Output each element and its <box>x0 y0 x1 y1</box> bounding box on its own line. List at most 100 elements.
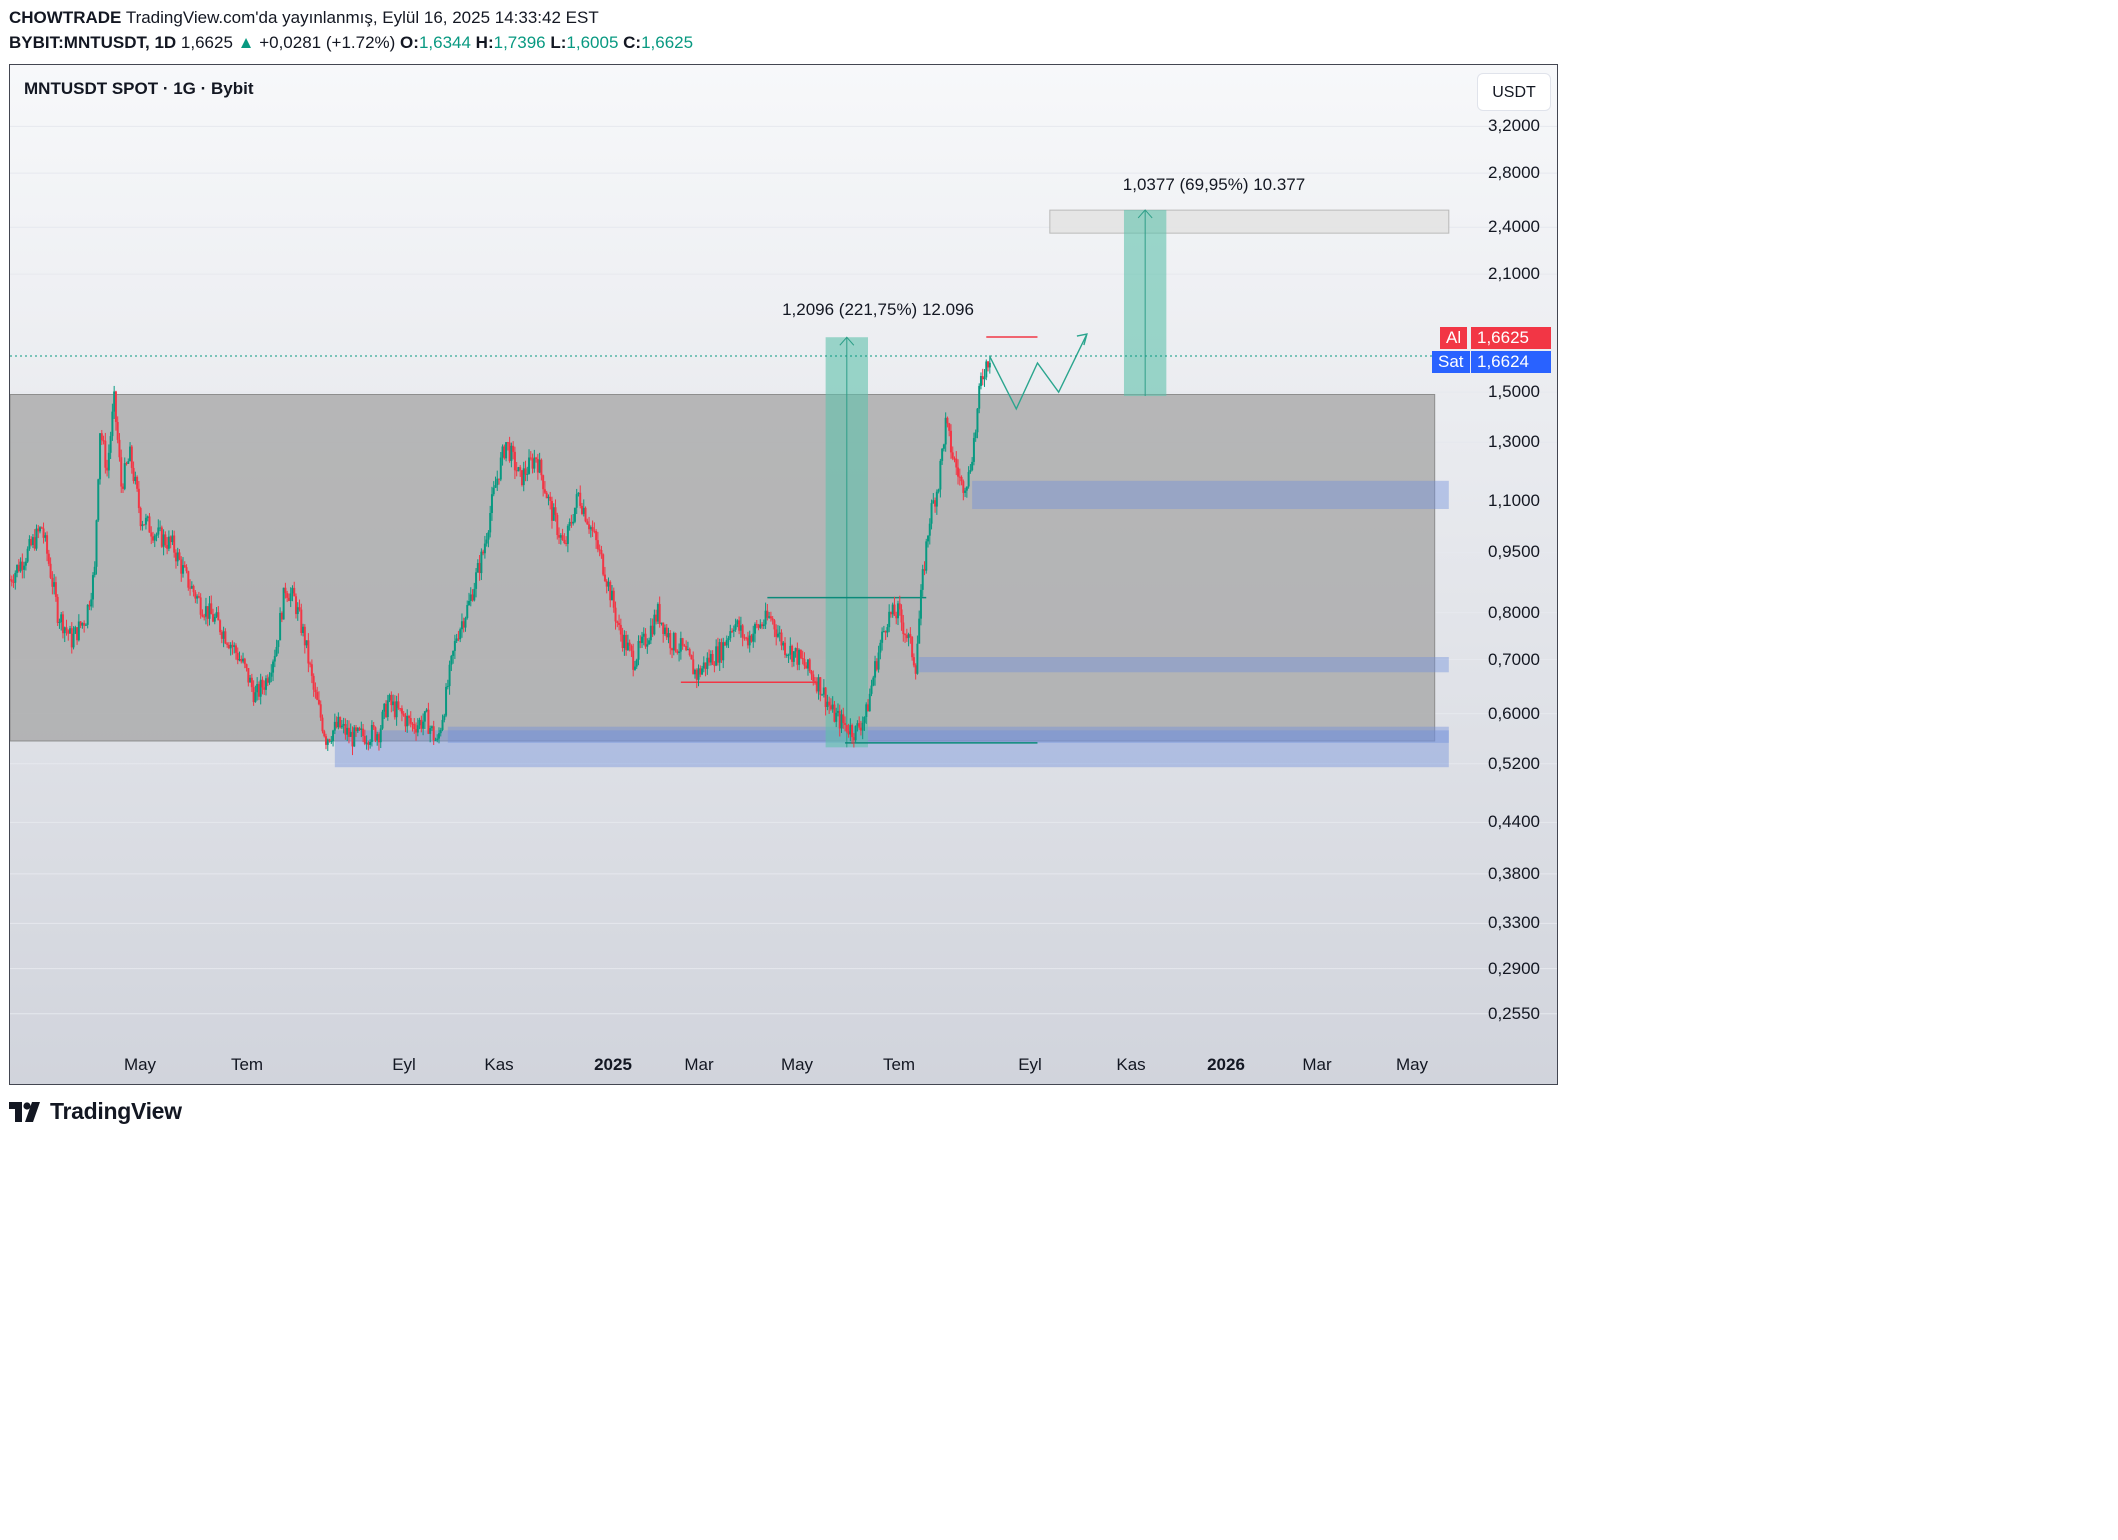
candle-body <box>123 463 126 489</box>
candle-body <box>828 701 831 706</box>
high-label: H: <box>475 33 494 52</box>
candle-body <box>817 677 820 692</box>
candle-body <box>273 655 276 662</box>
candle-body <box>720 642 723 661</box>
candle-body <box>139 508 142 527</box>
candle-body <box>363 736 366 744</box>
candle-body <box>796 648 799 665</box>
candle-body <box>53 582 56 587</box>
candle-body <box>443 715 446 720</box>
candle-body <box>877 652 880 670</box>
candle-body <box>520 470 523 486</box>
currency-button[interactable]: USDT <box>1477 73 1551 111</box>
candle-body <box>445 686 448 716</box>
candle-body <box>964 490 967 493</box>
candle-body <box>611 590 614 601</box>
candle-body <box>702 662 705 669</box>
candle-body <box>51 577 54 587</box>
candle-body <box>639 640 642 644</box>
candle-body <box>958 476 961 478</box>
candle-body <box>425 709 428 712</box>
candle-body <box>393 701 396 718</box>
symbol-legend: BYBIT:MNTUSDT, 1D 1,6625 ▲ +0,0281 (+1.7… <box>9 33 693 53</box>
candle-body <box>347 727 350 737</box>
candle-body <box>840 714 843 729</box>
candle-body <box>976 408 979 433</box>
candle-body <box>137 488 140 509</box>
demand-zone <box>334 730 1449 768</box>
candle-body <box>750 635 753 642</box>
candle-body <box>245 664 248 669</box>
candle-body <box>252 687 255 703</box>
price-tick-label: 0,3800 <box>1488 863 1540 883</box>
candle-body <box>595 531 598 541</box>
candle-body <box>914 665 917 674</box>
candle-body <box>916 643 919 674</box>
candle-body <box>736 620 739 625</box>
candle-body <box>748 635 751 646</box>
candle-body <box>478 562 481 574</box>
author-name[interactable]: CHOWTRADE <box>9 8 122 27</box>
price-tick-label: 0,5200 <box>1488 753 1540 773</box>
price-plot[interactable] <box>10 65 1558 1085</box>
candle-body <box>423 711 426 722</box>
candle-body <box>969 470 972 472</box>
candle-body <box>452 650 455 656</box>
candle-body <box>921 569 924 590</box>
candle-body <box>939 460 942 490</box>
candle-body <box>162 534 165 547</box>
candle-body <box>568 521 571 526</box>
candle-body <box>213 616 216 622</box>
candle-body <box>897 603 900 619</box>
candle-body <box>291 587 294 594</box>
candle-body <box>907 634 910 639</box>
candle-body <box>706 657 709 669</box>
candle-body <box>395 701 398 718</box>
candle-body <box>328 739 331 742</box>
tradingview-logo-icon <box>9 1101 40 1122</box>
candle-body <box>695 669 698 680</box>
candle-body <box>272 661 275 673</box>
candle-body <box>317 699 320 705</box>
candle-body <box>236 652 239 661</box>
candle-body <box>383 703 386 712</box>
price-tick-label: 1,3000 <box>1488 432 1540 452</box>
candle-body <box>517 467 520 472</box>
chart-frame[interactable]: MNTUSDT SPOT · 1G · Bybit USDT 3,2000 2,8… <box>9 64 1558 1085</box>
candle-body <box>965 486 968 491</box>
candle-body <box>868 693 871 712</box>
candle-body <box>588 524 591 530</box>
candle-body <box>83 622 86 626</box>
candle-body <box>776 633 779 637</box>
candle-body <box>388 694 391 701</box>
candle-body <box>891 604 894 615</box>
candle-body <box>626 642 629 651</box>
candle-body <box>10 579 11 581</box>
candle-body <box>448 664 451 687</box>
candle-body <box>250 677 253 688</box>
candle-body <box>406 715 409 727</box>
candle-body <box>256 684 259 693</box>
candle-body <box>93 566 96 576</box>
candle-body <box>711 653 714 665</box>
candle-body <box>838 710 841 729</box>
candle-body <box>934 500 937 507</box>
candle-body <box>166 545 169 549</box>
candle-body <box>294 596 297 615</box>
symbol-name[interactable]: BYBIT:MNTUSDT, 1D <box>9 33 177 52</box>
candle-body <box>787 654 790 656</box>
candle-body <box>941 448 944 461</box>
candle-body <box>625 634 628 651</box>
tradingview-logo[interactable]: TradingView <box>9 1098 182 1125</box>
candle-body <box>955 458 958 468</box>
candle-body <box>268 676 271 683</box>
candle-body <box>727 638 730 640</box>
candle-body <box>847 731 850 735</box>
candle-body <box>148 516 151 533</box>
candle-body <box>831 704 834 710</box>
candle-body <box>203 616 206 618</box>
candle-body <box>305 640 308 646</box>
candle-body <box>134 476 137 482</box>
candle-body <box>932 500 935 504</box>
candle-body <box>194 592 197 599</box>
